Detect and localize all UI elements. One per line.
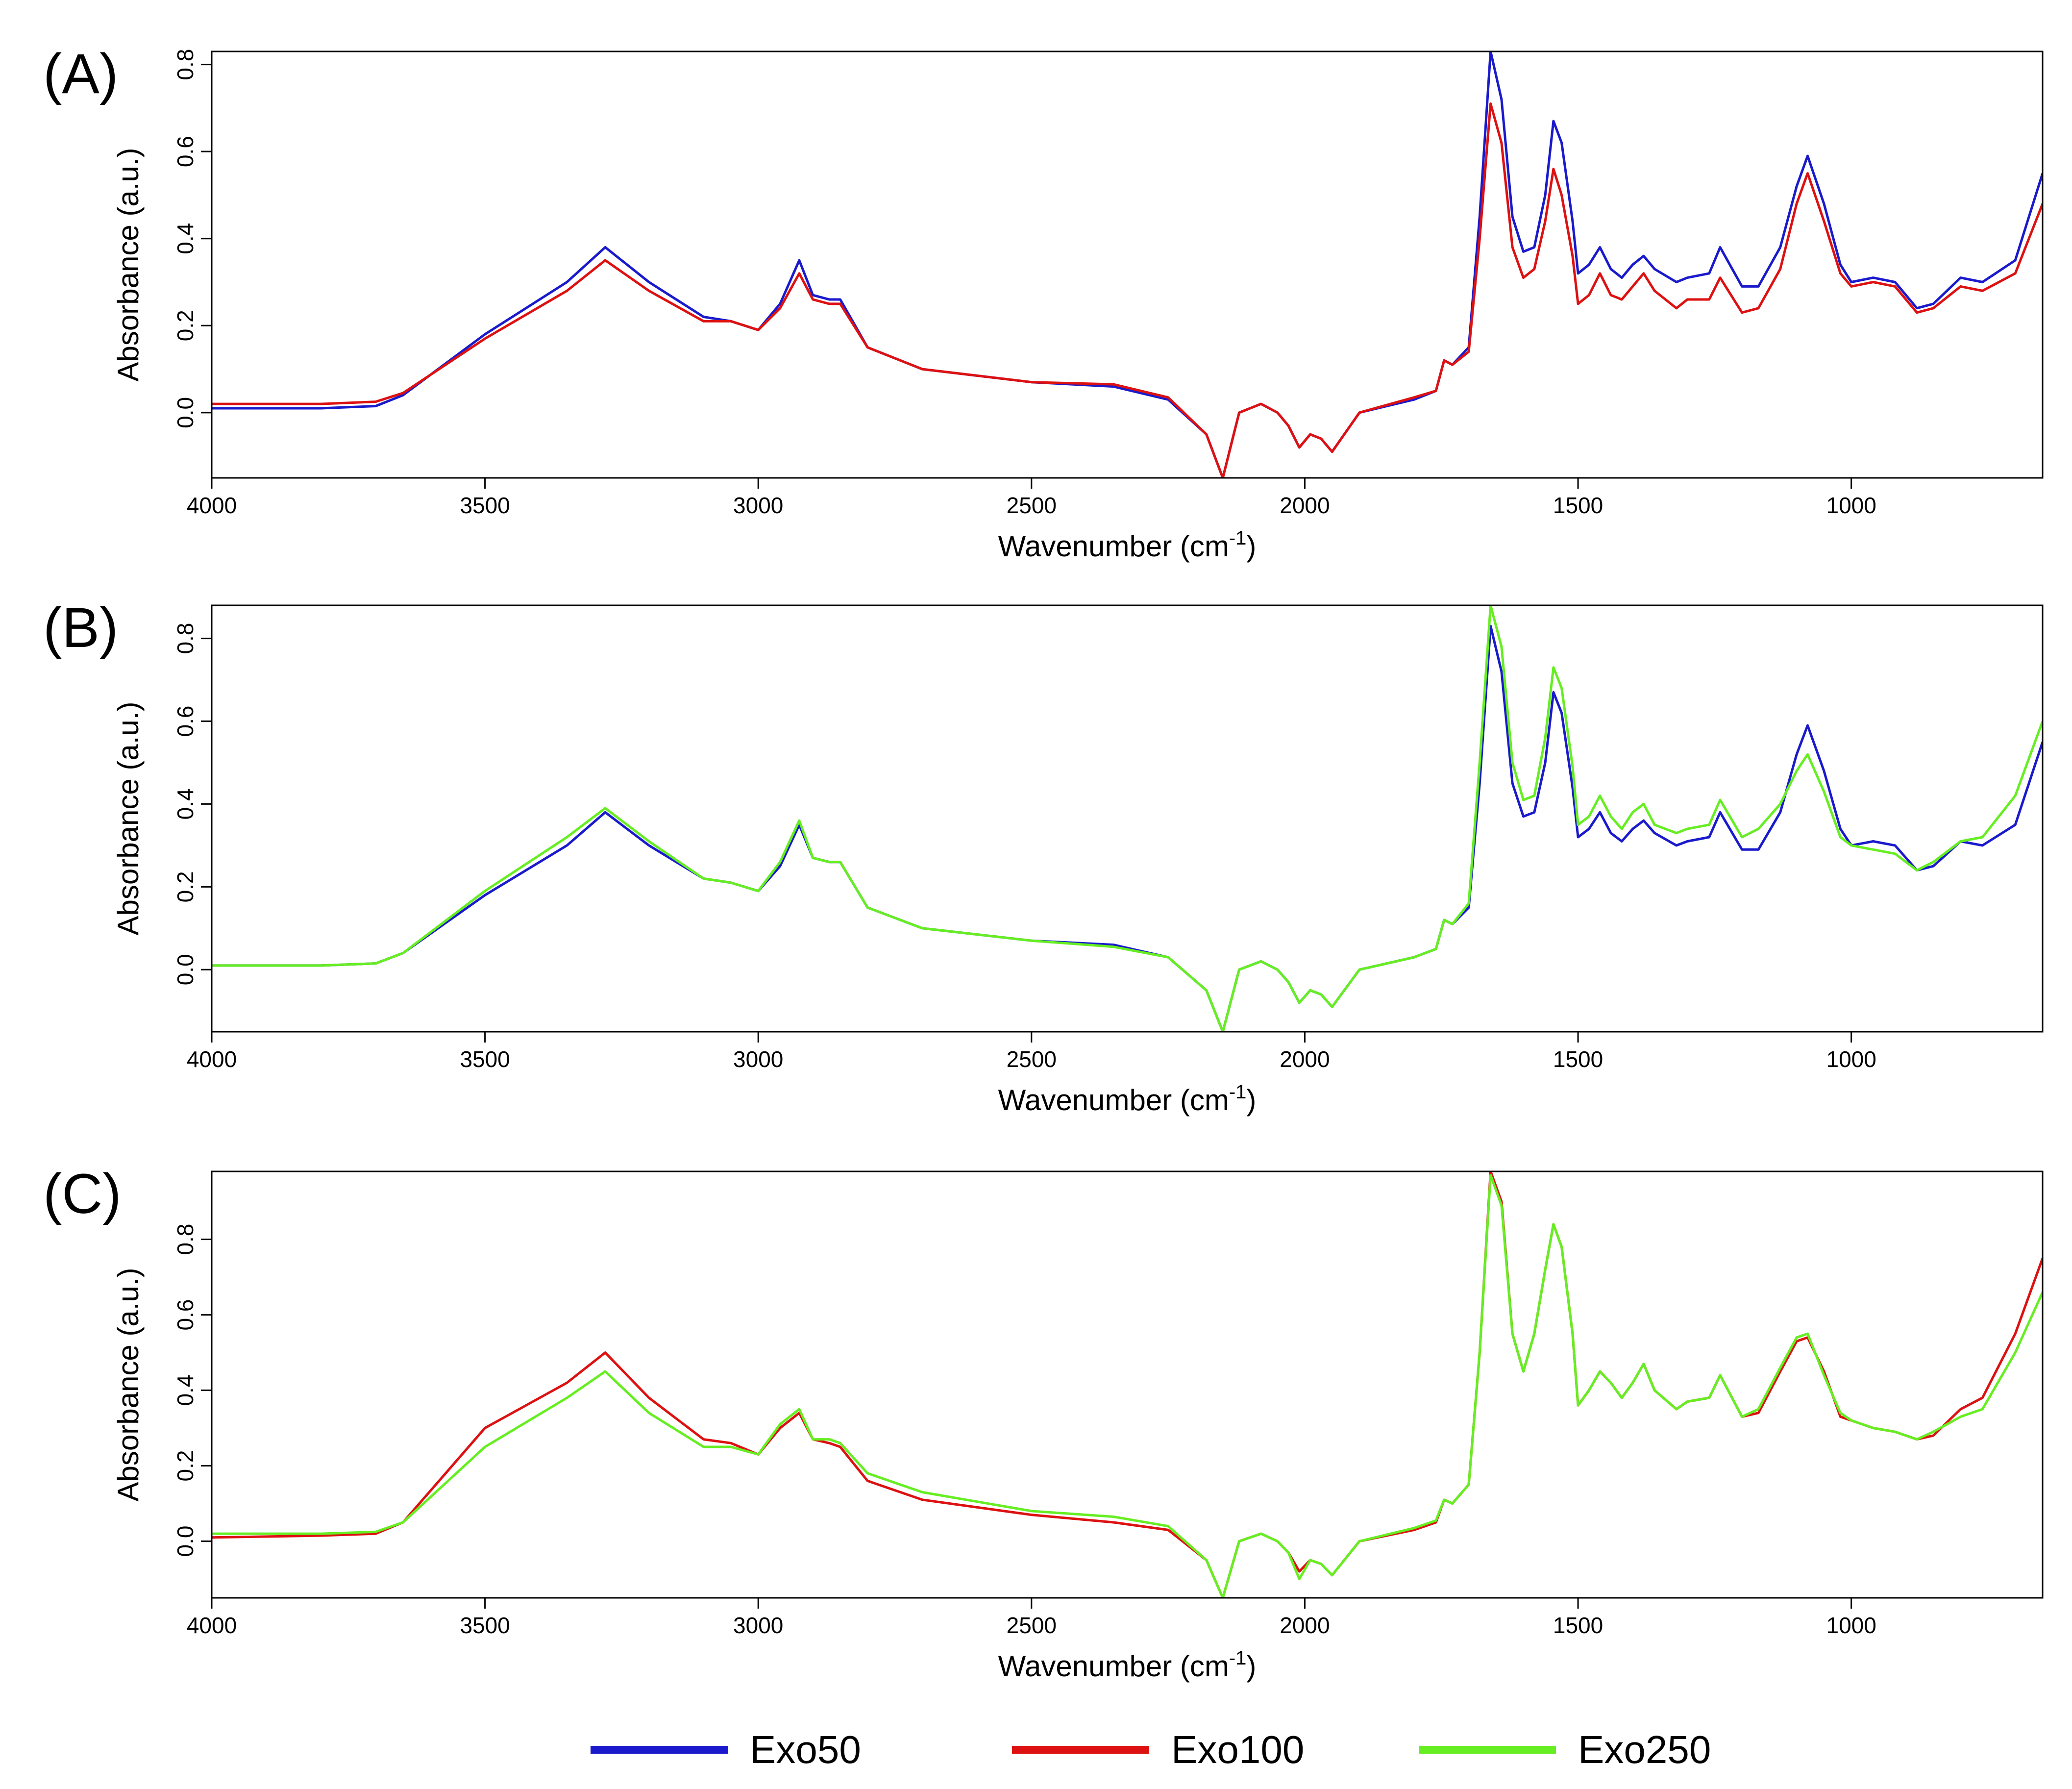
x-axis-label-main: Wavenumber (cm <box>998 1650 1229 1683</box>
panel-2: 4000 3500 3000 2500 2000 1500 1000 0.0 0.2 0.4 0.6… <box>43 1163 2044 1683</box>
x-tick-label: 3000 <box>733 493 783 518</box>
panel-0: 4000 3500 3000 2500 2000 1500 1000 0.0 0.2 0.4 0.6… <box>43 43 2044 563</box>
y-tick-label: 0.4 <box>173 223 198 254</box>
x-tick-label: 2500 <box>1007 1613 1057 1638</box>
y-axis-label: Absorbance (a.u.) <box>112 148 145 382</box>
x-tick-label: 1000 <box>1826 1613 1876 1638</box>
x-tick-label: 4000 <box>187 493 237 518</box>
series-line-exo100 <box>212 102 2043 478</box>
x-tick-label: 3000 <box>733 1046 783 1072</box>
x-axis-label: Wavenumber (cm-1) <box>998 1647 1257 1683</box>
x-axis-label-end: ) <box>1246 1084 1256 1117</box>
x-axis-label-sup: -1 <box>1229 1081 1247 1103</box>
panel-1: 4000 3500 3000 2500 2000 1500 1000 0.0 0.2 0.4 0.6… <box>43 596 2044 1117</box>
series-line-exo50 <box>212 51 2043 478</box>
x-axis-label-end: ) <box>1246 530 1256 563</box>
x-axis-label: Wavenumber (cm-1) <box>998 1081 1257 1117</box>
x-axis-label-main: Wavenumber (cm <box>998 1084 1229 1117</box>
y-tick-label: 0.8 <box>173 623 198 654</box>
x-tick-label: 2000 <box>1280 1046 1330 1072</box>
x-axis-label-sup: -1 <box>1229 527 1247 549</box>
y-tick-label: 0.0 <box>173 954 198 985</box>
x-tick-label: 2000 <box>1280 1613 1330 1638</box>
series-line-exo250 <box>212 605 2043 1032</box>
series-group <box>212 51 2043 478</box>
series-group <box>212 605 2043 1032</box>
x-tick-label: 1500 <box>1553 1613 1603 1638</box>
y-tick-label: 0.6 <box>173 706 198 737</box>
x-axis-label-main: Wavenumber (cm <box>998 530 1229 563</box>
x-tick-label: 2000 <box>1280 493 1330 518</box>
plot-frame <box>211 604 2044 1033</box>
legend-label-exo50: Exo50 <box>750 1728 861 1771</box>
x-tick-label: 1500 <box>1553 1046 1603 1072</box>
y-tick-label: 0.2 <box>173 310 198 341</box>
panel-label: (C) <box>43 1163 122 1225</box>
y-tick-label: 0.2 <box>173 1450 198 1482</box>
plot-frame <box>211 50 2044 479</box>
x-tick-label: 3000 <box>733 1613 783 1638</box>
x-tick-label: 3500 <box>460 493 510 518</box>
legend-label-exo100: Exo100 <box>1171 1728 1304 1771</box>
y-tick-label: 0.2 <box>173 871 198 902</box>
y-axis-label: Absorbance (a.u.) <box>112 702 145 936</box>
x-tick-label: 2500 <box>1007 493 1057 518</box>
legend: Exo50 Exo100 Exo250 <box>591 1728 1711 1771</box>
y-tick-label: 0.6 <box>173 1299 198 1331</box>
y-tick-label: 0.8 <box>173 49 198 80</box>
y-tick-label: 0.8 <box>173 1224 198 1255</box>
x-tick-label: 1000 <box>1826 493 1876 518</box>
panels: 4000 3500 3000 2500 2000 1500 1000 0.0 0.2 0.4 0.6… <box>43 43 2044 1683</box>
x-tick-label: 4000 <box>187 1046 237 1072</box>
series-line-exo250 <box>212 1174 2043 1598</box>
x-tick-label: 3500 <box>460 1613 510 1638</box>
x-tick-label: 2500 <box>1007 1046 1057 1072</box>
legend-label-exo250: Exo250 <box>1578 1728 1711 1771</box>
x-axis-label: Wavenumber (cm-1) <box>998 527 1257 563</box>
x-axis-label-sup: -1 <box>1229 1647 1247 1669</box>
plot-frame <box>211 1170 2044 1599</box>
y-tick-label: 0.0 <box>173 1526 198 1557</box>
x-axis-label-end: ) <box>1246 1650 1256 1683</box>
panel-label: (B) <box>43 596 118 659</box>
x-tick-label: 1000 <box>1826 1046 1876 1072</box>
y-axis-label: Absorbance (a.u.) <box>112 1268 145 1502</box>
y-tick-label: 0.0 <box>173 397 198 428</box>
y-tick-label: 0.4 <box>173 1375 198 1406</box>
y-tick-label: 0.6 <box>173 136 198 167</box>
x-tick-label: 1500 <box>1553 493 1603 518</box>
series-group <box>212 1171 2043 1598</box>
panel-label: (A) <box>43 43 118 105</box>
y-tick-label: 0.4 <box>173 788 198 820</box>
x-tick-label: 3500 <box>460 1046 510 1072</box>
x-tick-label: 4000 <box>187 1613 237 1638</box>
